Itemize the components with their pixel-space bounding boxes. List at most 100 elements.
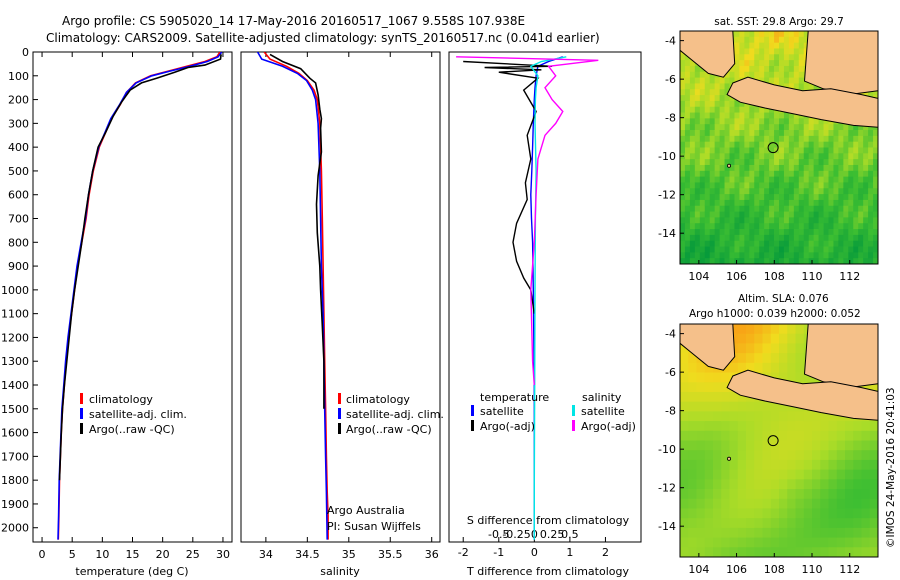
map-cell <box>820 537 829 548</box>
map-cell <box>808 130 815 137</box>
map-cell <box>734 106 740 113</box>
map-cell <box>719 130 725 137</box>
map-cell <box>762 333 772 344</box>
map-cell <box>861 518 871 529</box>
map-cell <box>823 130 829 137</box>
map-cell <box>689 234 696 242</box>
map-cell <box>770 489 780 500</box>
map-cell <box>680 450 689 461</box>
map-cell <box>721 479 730 490</box>
map-cell <box>873 217 878 224</box>
map-cell <box>744 118 750 125</box>
map-cell <box>853 223 859 230</box>
legend-argo: Argo(..raw -QC) <box>346 423 432 436</box>
map-cell <box>845 537 854 548</box>
map-cell <box>783 141 790 148</box>
map-cell <box>803 430 813 441</box>
map-cell <box>795 343 805 354</box>
map-cell <box>858 258 864 264</box>
map-cell <box>813 223 819 230</box>
map-cell <box>788 141 795 148</box>
map-cell <box>696 430 706 441</box>
map-cell <box>704 223 711 230</box>
map-cell <box>823 135 829 143</box>
map-cell <box>803 234 810 242</box>
map-cell <box>770 343 780 354</box>
map-cell <box>719 182 725 189</box>
map-cell <box>818 124 824 131</box>
map-cell <box>749 199 755 207</box>
map-cell <box>739 164 745 172</box>
map-cell <box>868 147 874 154</box>
salinity-xtick-label: 34 <box>259 548 273 561</box>
map-cell <box>704 229 711 236</box>
map-cell <box>818 182 824 189</box>
map-cell <box>843 194 849 201</box>
map-cell <box>774 71 780 79</box>
map-cell <box>739 159 745 166</box>
map-cell <box>744 147 750 154</box>
map-cell <box>779 205 785 212</box>
map-cell <box>868 234 874 242</box>
map-cell <box>836 430 846 441</box>
map-cell <box>774 252 780 259</box>
map-cell <box>873 176 878 183</box>
legend-t-argo: Argo(-adj) <box>480 420 535 433</box>
map-cell <box>783 188 790 195</box>
map-cell <box>858 229 864 236</box>
map-cell <box>749 240 755 247</box>
map-cell <box>680 106 686 113</box>
map-cell <box>689 60 696 67</box>
map-cell <box>818 229 824 236</box>
map-cell <box>689 240 696 247</box>
map-cell <box>694 95 701 102</box>
map-cell <box>803 411 813 422</box>
map-cell <box>734 176 740 183</box>
map-cell <box>853 240 859 247</box>
map-cell <box>688 401 697 412</box>
map-cell <box>704 527 714 538</box>
map-cell <box>680 141 686 148</box>
map-cell <box>783 258 790 264</box>
map-cell <box>729 440 739 451</box>
map-cell <box>836 421 846 432</box>
map-cell <box>696 508 706 519</box>
map-cell <box>721 421 730 432</box>
map-cell <box>787 440 796 451</box>
map-cell <box>863 141 869 148</box>
map-cell <box>863 211 869 218</box>
map-cell <box>828 217 834 224</box>
map-cell <box>739 112 745 119</box>
map-cell <box>749 60 755 67</box>
map-cell <box>838 234 844 242</box>
map-cell <box>754 527 763 538</box>
map-cell <box>858 135 864 143</box>
map-cell <box>769 176 775 183</box>
map-cell <box>783 194 790 201</box>
map-cell <box>737 362 747 373</box>
map-cell <box>684 194 691 201</box>
map-cell <box>769 60 775 67</box>
map-cell <box>744 54 750 61</box>
map-cell <box>684 205 691 212</box>
map-cell <box>843 252 849 259</box>
map-cell <box>848 176 854 183</box>
map-cell <box>680 258 686 264</box>
map-cell <box>813 159 819 166</box>
map-cell <box>734 141 740 148</box>
map-cell <box>813 240 819 247</box>
map-cell <box>843 124 849 131</box>
map-cell <box>719 252 725 259</box>
map-cell <box>734 211 740 218</box>
map-cell <box>684 60 691 67</box>
map-cell <box>713 372 722 383</box>
map-cell <box>737 537 747 548</box>
map-cell <box>833 164 839 172</box>
map-cell <box>853 527 862 538</box>
map-cell <box>793 223 800 230</box>
map-cell <box>737 411 747 422</box>
map-cell <box>694 124 701 131</box>
map-cell <box>724 182 730 189</box>
legend-argo: Argo(..raw -QC) <box>89 423 175 436</box>
map-cell <box>798 194 805 201</box>
